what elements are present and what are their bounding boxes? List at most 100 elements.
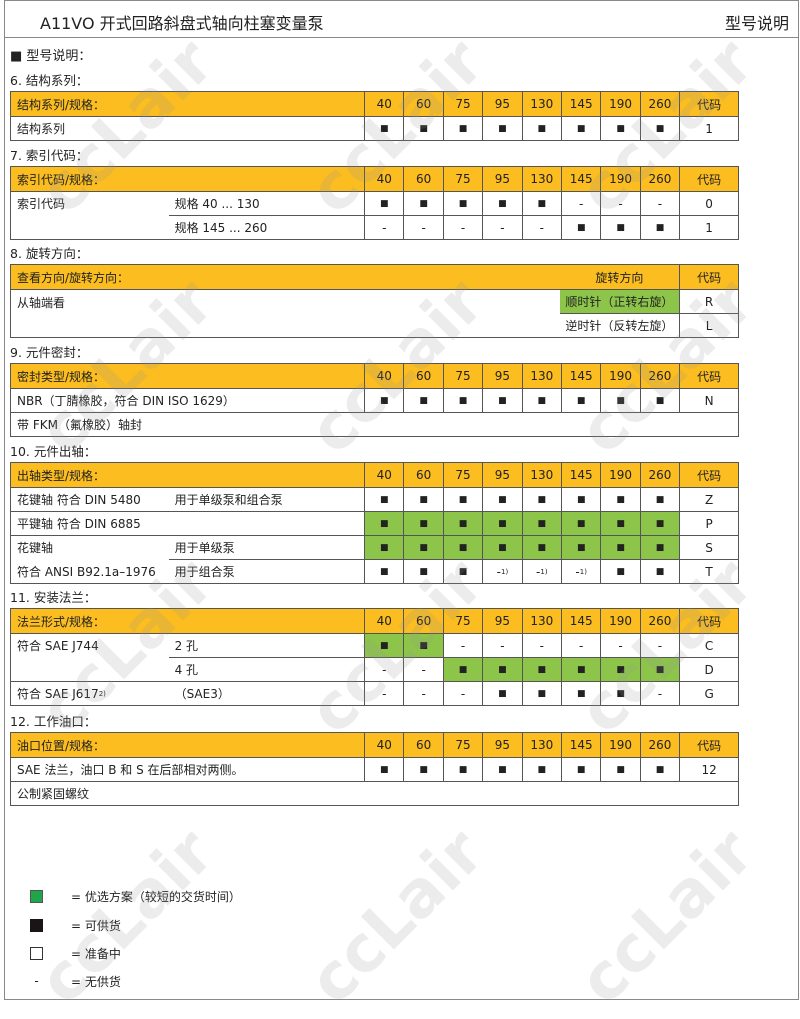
available-mark: ■ <box>521 117 561 140</box>
cell-value: - <box>657 686 663 701</box>
available-mark: ■ <box>403 512 443 535</box>
table-row: 结构系列 ■ ■ ■ ■ ■ ■ ■ ■ 1 <box>11 116 738 140</box>
size-header: 75 <box>442 733 482 757</box>
available-mark: ■ <box>442 192 482 215</box>
spec-table: 油口位置/规格： 40 60 75 95 130 145 190 260 代码 SAE 法兰，油口 … <box>10 732 739 806</box>
available-mark: ■ <box>600 657 640 681</box>
not-available-mark: -1) <box>521 559 561 583</box>
cell-value: ■ <box>576 542 586 553</box>
cell-value: ■ <box>616 395 625 406</box>
code-header: 代码 <box>679 265 738 289</box>
cell-value: ■ <box>379 123 389 134</box>
cell-value: ■ <box>616 764 625 775</box>
size-header: 130 <box>521 92 561 116</box>
available-mark: ■ <box>560 117 600 140</box>
available-mark: ■ <box>600 389 639 412</box>
available-mark: ■ <box>639 117 679 140</box>
row-code: 1 <box>679 215 739 239</box>
not-available-mark: - <box>600 634 639 657</box>
cell-value: ■ <box>458 566 468 577</box>
cell-value: ■ <box>379 764 389 775</box>
available-mark: ■ <box>561 488 600 511</box>
cell-value: ■ <box>537 664 547 675</box>
cell-value: ■ <box>655 566 665 577</box>
cell-value: ■ <box>537 688 547 699</box>
code-header: 代码 <box>679 167 738 191</box>
title-bar: A11VO 开式回路斜盘式轴向柱塞变量泵 型号说明 <box>4 0 799 38</box>
row-code: 1 <box>679 117 738 140</box>
table-row: 带 FKM（氟橡胶）轴封 <box>11 412 738 436</box>
cell-value: ■ <box>419 395 428 406</box>
black-square-icon <box>30 919 43 932</box>
available-mark: ■ <box>521 192 561 215</box>
table-row: SAE 法兰，油口 B 和 S 在后部相对两侧。 ■ ■ ■ ■ ■ ■ ■ ■ 12 <box>11 757 738 781</box>
available-mark: ■ <box>521 758 561 781</box>
available-mark: ■ <box>442 559 483 583</box>
available-mark: ■ <box>403 192 442 215</box>
not-available-mark: - <box>403 657 443 681</box>
available-mark: ■ <box>561 536 601 559</box>
spec-table: 密封类型/规格： 40 60 75 95 130 145 190 260 代码 NBR（丁腈橡胶，符… <box>10 363 739 437</box>
dash-icon: - <box>34 974 39 988</box>
not-available-mark: - <box>561 192 600 215</box>
size-header: 40 <box>364 463 403 487</box>
table-row: 逆时针（反转左旋） L <box>11 313 739 337</box>
cell-value: - <box>657 638 663 653</box>
spec-table: 结构系列/规格： 40 60 75 95 130 145 190 260 代码 结构系列 ■ ■ ■ ■ ■ ■… <box>10 91 739 141</box>
size-header: 75 <box>442 92 482 116</box>
cell-value: ■ <box>616 123 625 134</box>
cell-value: ■ <box>419 494 428 505</box>
not-available-mark: - <box>600 192 639 215</box>
size-header: 95 <box>482 167 521 191</box>
available-mark: ■ <box>442 536 483 559</box>
row-label <box>11 313 560 337</box>
table-row: 规格 145 ... 260 - - - - - ■ ■ ■ 1 <box>11 215 739 239</box>
cell-value: ■ <box>616 494 625 505</box>
cell-value: ■ <box>498 123 507 134</box>
cell-value: ■ <box>576 518 586 529</box>
size-header: 130 <box>521 364 561 388</box>
document-title: A11VO 开式回路斜盘式轴向柱塞变量泵 <box>40 14 324 33</box>
row-label-text: 花键轴 <box>17 541 54 555</box>
cell-value: - <box>579 638 584 653</box>
size-header: 60 <box>403 609 442 633</box>
cell-value: ■ <box>616 518 625 529</box>
row-label: 花键轴 符合 DIN 5480 <box>11 488 169 511</box>
size-header: 145 <box>560 364 600 388</box>
empty-square-icon <box>30 947 43 960</box>
available-mark: ■ <box>600 512 640 535</box>
section-heading: 6. 结构系列： <box>10 73 89 88</box>
row-label: 带 FKM（氟橡胶）轴封 <box>17 418 142 432</box>
size-header: 190 <box>600 733 639 757</box>
not-available-mark: - <box>442 215 483 239</box>
available-mark: ■ <box>482 536 522 559</box>
not-available-mark: - <box>639 192 679 215</box>
cell-value: - <box>657 196 663 211</box>
size-header: 260 <box>639 364 679 388</box>
footnote-ref: 1) <box>540 567 548 576</box>
size-header: 145 <box>560 463 600 487</box>
available-mark: ■ <box>482 389 521 412</box>
cell-value: ■ <box>498 494 507 505</box>
footnote-ref: 1) <box>500 567 509 576</box>
table-row: 符合 SAE J617 2) （SAE3） - - - ■ ■ ■ ■ - G <box>11 681 738 705</box>
available-mark: ■ <box>403 389 442 412</box>
available-mark: ■ <box>442 657 483 681</box>
available-mark: ■ <box>600 215 640 239</box>
header-label: 查看方向/旋转方向： <box>17 270 130 285</box>
cell-value: ■ <box>655 764 665 775</box>
row-label: 索引代码 <box>11 192 169 215</box>
size-header: 145 <box>560 92 600 116</box>
row-label-text: 花键轴 符合 DIN 5480 <box>17 493 141 507</box>
size-header: 260 <box>639 609 679 633</box>
spec-table: 索引代码/规格： 40 60 75 95 130 145 190 260 代码 索引代码 规格 40 … <box>10 166 739 240</box>
table-row: NBR（丁腈橡胶，符合 DIN ISO 1629） ■ ■ ■ ■ ■ ■ ■ ■ N <box>11 388 738 412</box>
row-code: Z <box>679 488 738 511</box>
available-mark: ■ <box>561 682 600 705</box>
section-heading: 11. 安装法兰： <box>10 590 97 605</box>
header-label: 油口位置/规格： <box>17 738 106 753</box>
cell-value: ■ <box>537 123 547 134</box>
available-mark: ■ <box>560 512 601 535</box>
cell-value: ■ <box>419 764 428 775</box>
cell-value: - <box>460 686 466 701</box>
